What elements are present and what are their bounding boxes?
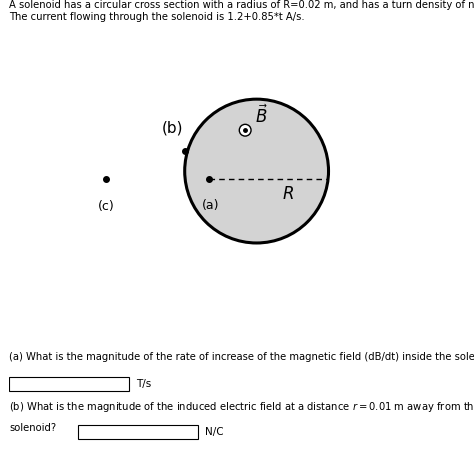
- Text: (b) What is the magnitude of the induced electric field at a distance $r = 0.01$: (b) What is the magnitude of the induced…: [9, 400, 474, 414]
- Text: (a) What is the magnitude of the rate of increase of the magnetic field (dB/dt) : (a) What is the magnitude of the rate of…: [9, 352, 474, 362]
- Text: A solenoid has a circular cross section with a radius of R=0.02 m, and has a tur: A solenoid has a circular cross section …: [9, 0, 474, 22]
- Text: T/s: T/s: [136, 379, 151, 389]
- Text: (a): (a): [202, 199, 219, 212]
- Text: $R$: $R$: [282, 185, 294, 203]
- Text: (c): (c): [98, 201, 115, 213]
- FancyBboxPatch shape: [9, 377, 129, 391]
- Text: (b): (b): [162, 120, 183, 135]
- Text: solenoid?: solenoid?: [9, 423, 56, 433]
- FancyBboxPatch shape: [78, 425, 198, 439]
- Text: N/C: N/C: [205, 427, 224, 437]
- Circle shape: [185, 99, 328, 243]
- Text: $\vec{B}$: $\vec{B}$: [255, 104, 268, 127]
- Circle shape: [239, 124, 251, 136]
